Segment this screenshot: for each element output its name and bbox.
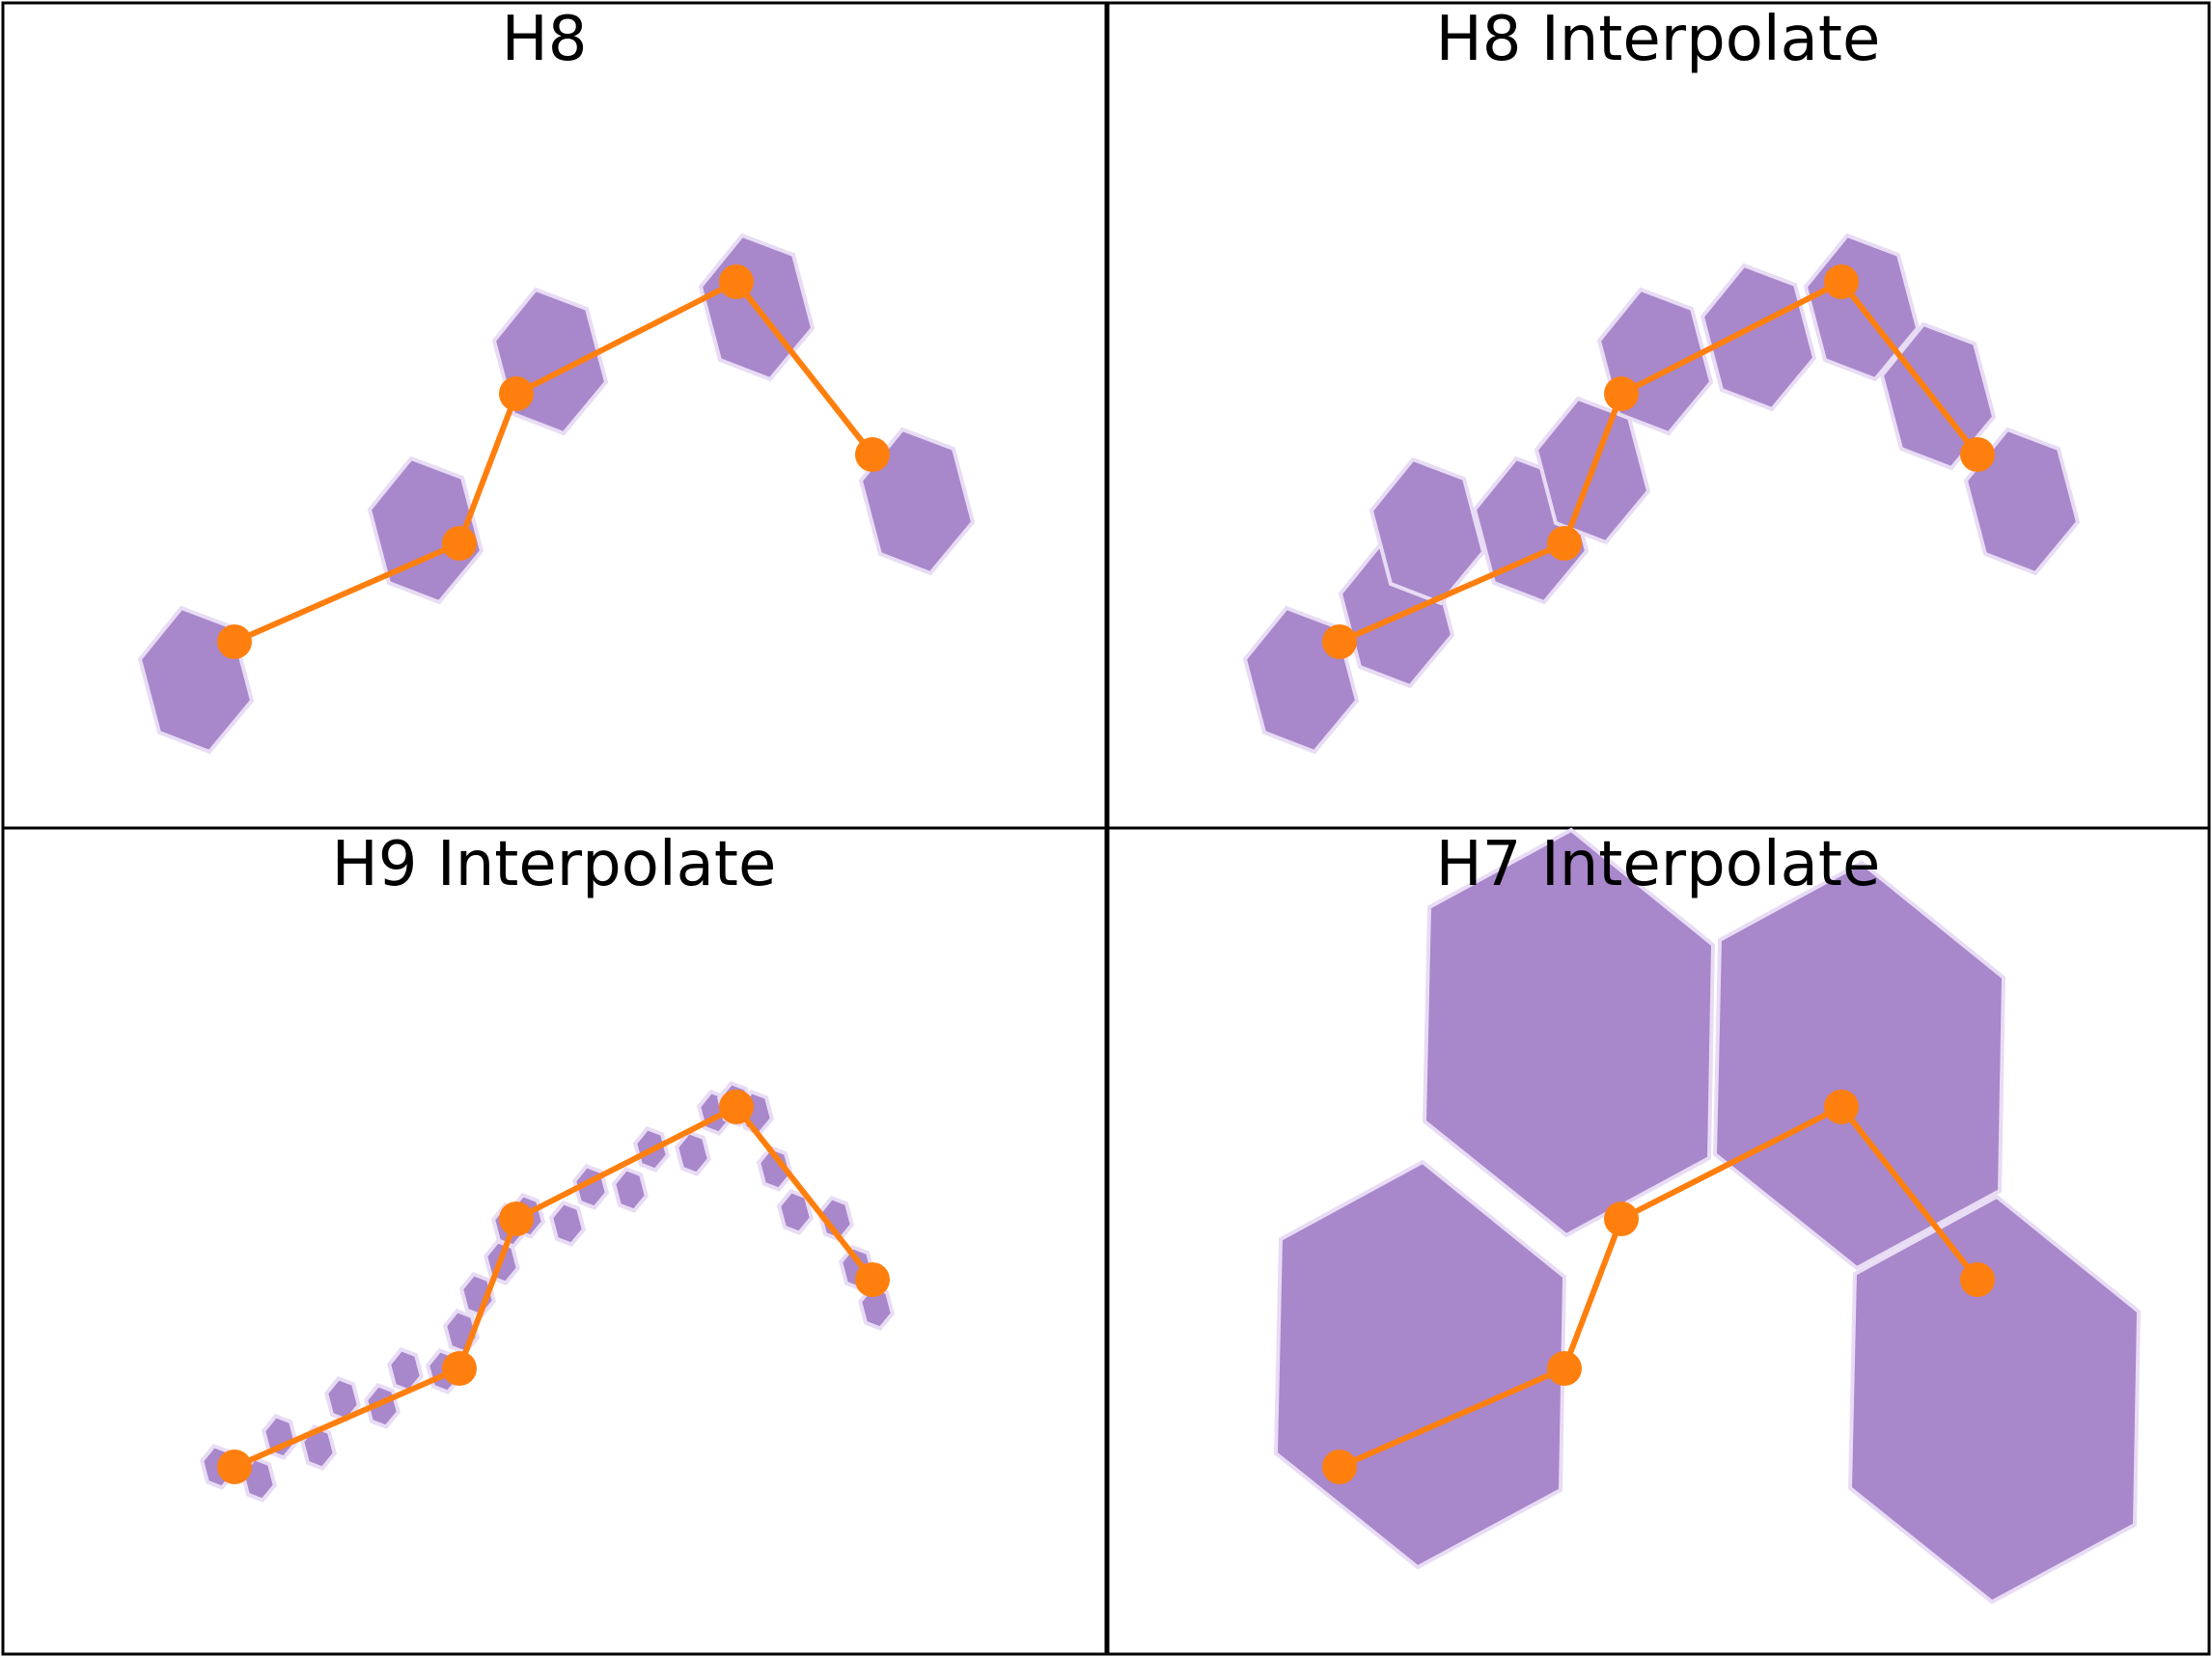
route-point (719, 264, 754, 299)
hexagon-cell (299, 1423, 338, 1471)
route-point (1322, 1450, 1357, 1484)
route-point (855, 1262, 890, 1297)
panel-title: H9 Interpolate (332, 829, 777, 900)
hexagon-cell (261, 1413, 299, 1460)
route-point (1322, 624, 1357, 659)
route-point (1960, 1262, 1995, 1297)
panel-h7-interpolate: H7 Interpolate (1106, 826, 2211, 1656)
hexagon-cell (367, 456, 484, 605)
hexagon-cell (1712, 860, 2006, 1271)
hexagon-cell (1422, 827, 1716, 1238)
route-layer (217, 1090, 890, 1484)
panel-frame (1106, 826, 2211, 1656)
route-point (442, 526, 477, 561)
panel-frame (1, 826, 1108, 1656)
route-point (499, 376, 534, 411)
route-point (217, 1450, 252, 1484)
route-layer (1322, 264, 1995, 659)
panel-title: H7 Interpolate (1436, 829, 1881, 900)
hexagon-cell (1273, 1159, 1567, 1570)
hexagon-cell (858, 427, 976, 576)
hexagon-cell (611, 1166, 650, 1213)
route-point (1604, 1201, 1639, 1236)
hexagon-cell (756, 1145, 794, 1192)
panel-h9-interpolate: H9 Interpolate (1, 826, 1108, 1656)
hexagon-layer (1242, 233, 2081, 755)
panel-h8-interpolate: H8 Interpolate (1106, 1, 2211, 830)
hexagon-layer (137, 233, 976, 755)
route-point (217, 624, 252, 659)
hexagon-cell (1963, 427, 2081, 576)
hexagon-cell (1879, 321, 1997, 471)
route-layer (217, 264, 890, 659)
route-point (1824, 264, 1859, 299)
hexagon-cell (1847, 1194, 2142, 1605)
hexagon-cell (1369, 456, 1486, 606)
hexagon-cell (857, 1284, 896, 1331)
route-point (1547, 526, 1582, 561)
hexagon-cell (674, 1129, 712, 1176)
hexagon-cell (548, 1200, 587, 1247)
hexagon-cell (1700, 262, 1817, 412)
route-point (855, 437, 890, 472)
route-point (1547, 1351, 1582, 1386)
route-point (1604, 376, 1639, 411)
panel-h8: H8 (1, 1, 1108, 830)
panel-title: H8 (502, 4, 588, 75)
route-layer (1322, 1090, 1995, 1484)
route-point (1824, 1090, 1859, 1124)
route-point (442, 1351, 477, 1386)
route-point (499, 1201, 534, 1236)
hexagon-layer (1273, 827, 2142, 1605)
route-point (719, 1090, 754, 1124)
route-point (1960, 437, 1995, 472)
panel-title: H8 Interpolate (1436, 4, 1881, 75)
